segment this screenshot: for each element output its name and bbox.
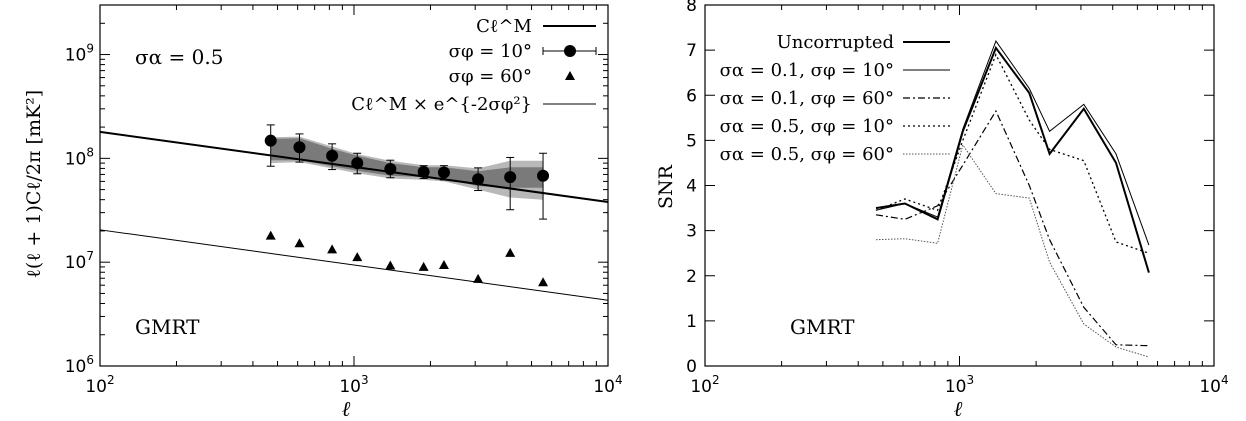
snr-line: [875, 143, 1150, 358]
left-x-tick-label-exponent: 3: [361, 373, 369, 387]
snr-line: [875, 45, 1150, 273]
data-point-circle: [293, 141, 306, 154]
right-x-tick-label-exponent: 4: [1221, 373, 1229, 387]
right-legend: Uncorrupted σα = 0.1, σφ = 10° σα = 0.1, σ…: [720, 32, 950, 165]
left-y-tick-label-exponent: 7: [86, 249, 94, 263]
legend-label: σα = 0.5, σφ = 60°: [720, 144, 894, 165]
data-point-triangle: [418, 261, 429, 271]
right-x-tick-label-exponent: 3: [967, 373, 975, 387]
left-x-tick-label: 103: [339, 373, 368, 397]
data-point-triangle: [327, 244, 338, 254]
right-x-tick-label: 103: [945, 373, 974, 397]
data-point-circle: [264, 134, 277, 147]
left-x-axis-label: ℓ: [342, 397, 351, 421]
legend-label: σα = 0.1, σφ = 10°: [720, 60, 894, 81]
right-x-tick-label-base: 10: [1199, 377, 1221, 397]
left-x-tick-label-exponent: 4: [615, 373, 623, 387]
legend-label: σφ = 60°: [449, 66, 532, 87]
right-y-axis-label: SNR: [655, 164, 677, 209]
data-point-circle: [384, 162, 397, 175]
left-x-tick-label-exponent: 2: [107, 373, 115, 387]
right-x-tick-label-base: 10: [945, 377, 967, 397]
sigma-alpha-annotation: σα = 0.5: [135, 45, 223, 69]
data-point-circle: [437, 166, 450, 179]
legend-label: σφ = 10°: [449, 41, 532, 62]
right-y-tick-label: 1: [686, 312, 697, 332]
data-point-circle: [537, 169, 550, 182]
data-point-circle: [417, 165, 430, 178]
legend-sample-triangle: [565, 71, 575, 80]
right-y-tick-label: 5: [686, 131, 697, 151]
right-y-tick-label: 7: [686, 41, 697, 61]
right-y-tick-label: 3: [686, 222, 697, 242]
left-x-tick-label: 104: [593, 373, 622, 397]
legend-label: Cℓ^M × e^{-2σφ²}: [351, 94, 532, 115]
left-y-tick-label: 106: [65, 353, 94, 377]
right-y-tick-label: 4: [686, 177, 697, 197]
data-point-triangle: [385, 260, 396, 270]
left-x-tick-label-base: 10: [339, 377, 361, 397]
left-y-axis-label: ℓ(ℓ + 1)Cℓ/2π [mK²]: [23, 90, 45, 278]
data-point-triangle: [538, 277, 549, 287]
right-y-tick-label: 2: [686, 267, 697, 287]
left-y-tick-label: 107: [65, 249, 94, 273]
right-x-tick-label: 104: [1199, 373, 1228, 397]
right-x-tick-label-base: 10: [690, 377, 712, 397]
right-y-tick-label: 8: [686, 0, 697, 16]
gmrt-annotation-right: GMRT: [790, 315, 855, 339]
left-y-tick-label-base: 10: [65, 149, 87, 169]
left-x-tick-label-base: 10: [593, 377, 615, 397]
left-legend: Cℓ^M σφ = 10° σφ = 60° Cℓ^M × e^{-2σφ²}: [351, 16, 597, 115]
data-point-triangle: [438, 259, 449, 269]
snr-line: [875, 109, 1149, 347]
right-x-tick-label-exponent: 2: [712, 373, 720, 387]
left-y-tick-label-base: 10: [65, 253, 87, 273]
left-x-tick-label: 102: [85, 373, 114, 397]
data-points: [264, 124, 550, 287]
left-y-tick-label: 108: [65, 145, 94, 169]
snr-line: [875, 40, 1150, 246]
data-point-circle: [351, 157, 364, 170]
data-point-triangle: [265, 230, 276, 240]
legend-label: σα = 0.5, σφ = 10°: [720, 116, 894, 137]
error-band: [270, 136, 544, 200]
legend-label: σα = 0.1, σφ = 60°: [720, 88, 894, 109]
data-point-circle: [472, 173, 485, 186]
left-y-tick-label-exponent: 9: [86, 42, 94, 56]
legend-sample-circle: [564, 45, 576, 57]
legend-label: Cℓ^M: [476, 16, 532, 37]
data-point-circle: [504, 171, 517, 184]
left-y-tick-label-base: 10: [65, 46, 87, 66]
data-point-triangle: [352, 252, 363, 262]
data-point-triangle: [473, 273, 484, 283]
data-point-circle: [326, 149, 339, 162]
legend-label: Uncorrupted: [777, 32, 894, 53]
data-point-triangle: [505, 247, 516, 257]
snr-lines: [875, 40, 1150, 358]
model-line-damped: [99, 229, 609, 301]
left-y-tick-label-exponent: 8: [86, 145, 94, 159]
right-y-tick-label: 0: [686, 357, 697, 377]
right-y-tick-label: 6: [686, 86, 697, 106]
left-y-tick-label-exponent: 6: [86, 353, 94, 367]
left-y-tick-label: 109: [65, 42, 94, 66]
right-x-tick-label: 102: [690, 373, 719, 397]
data-point-triangle: [294, 238, 305, 248]
right-x-axis-label: ℓ: [954, 397, 963, 421]
snr-line: [875, 53, 1150, 254]
left-x-tick-label-base: 10: [85, 377, 107, 397]
left-y-tick-label-base: 10: [65, 357, 87, 377]
gmrt-annotation-left: GMRT: [135, 315, 200, 339]
